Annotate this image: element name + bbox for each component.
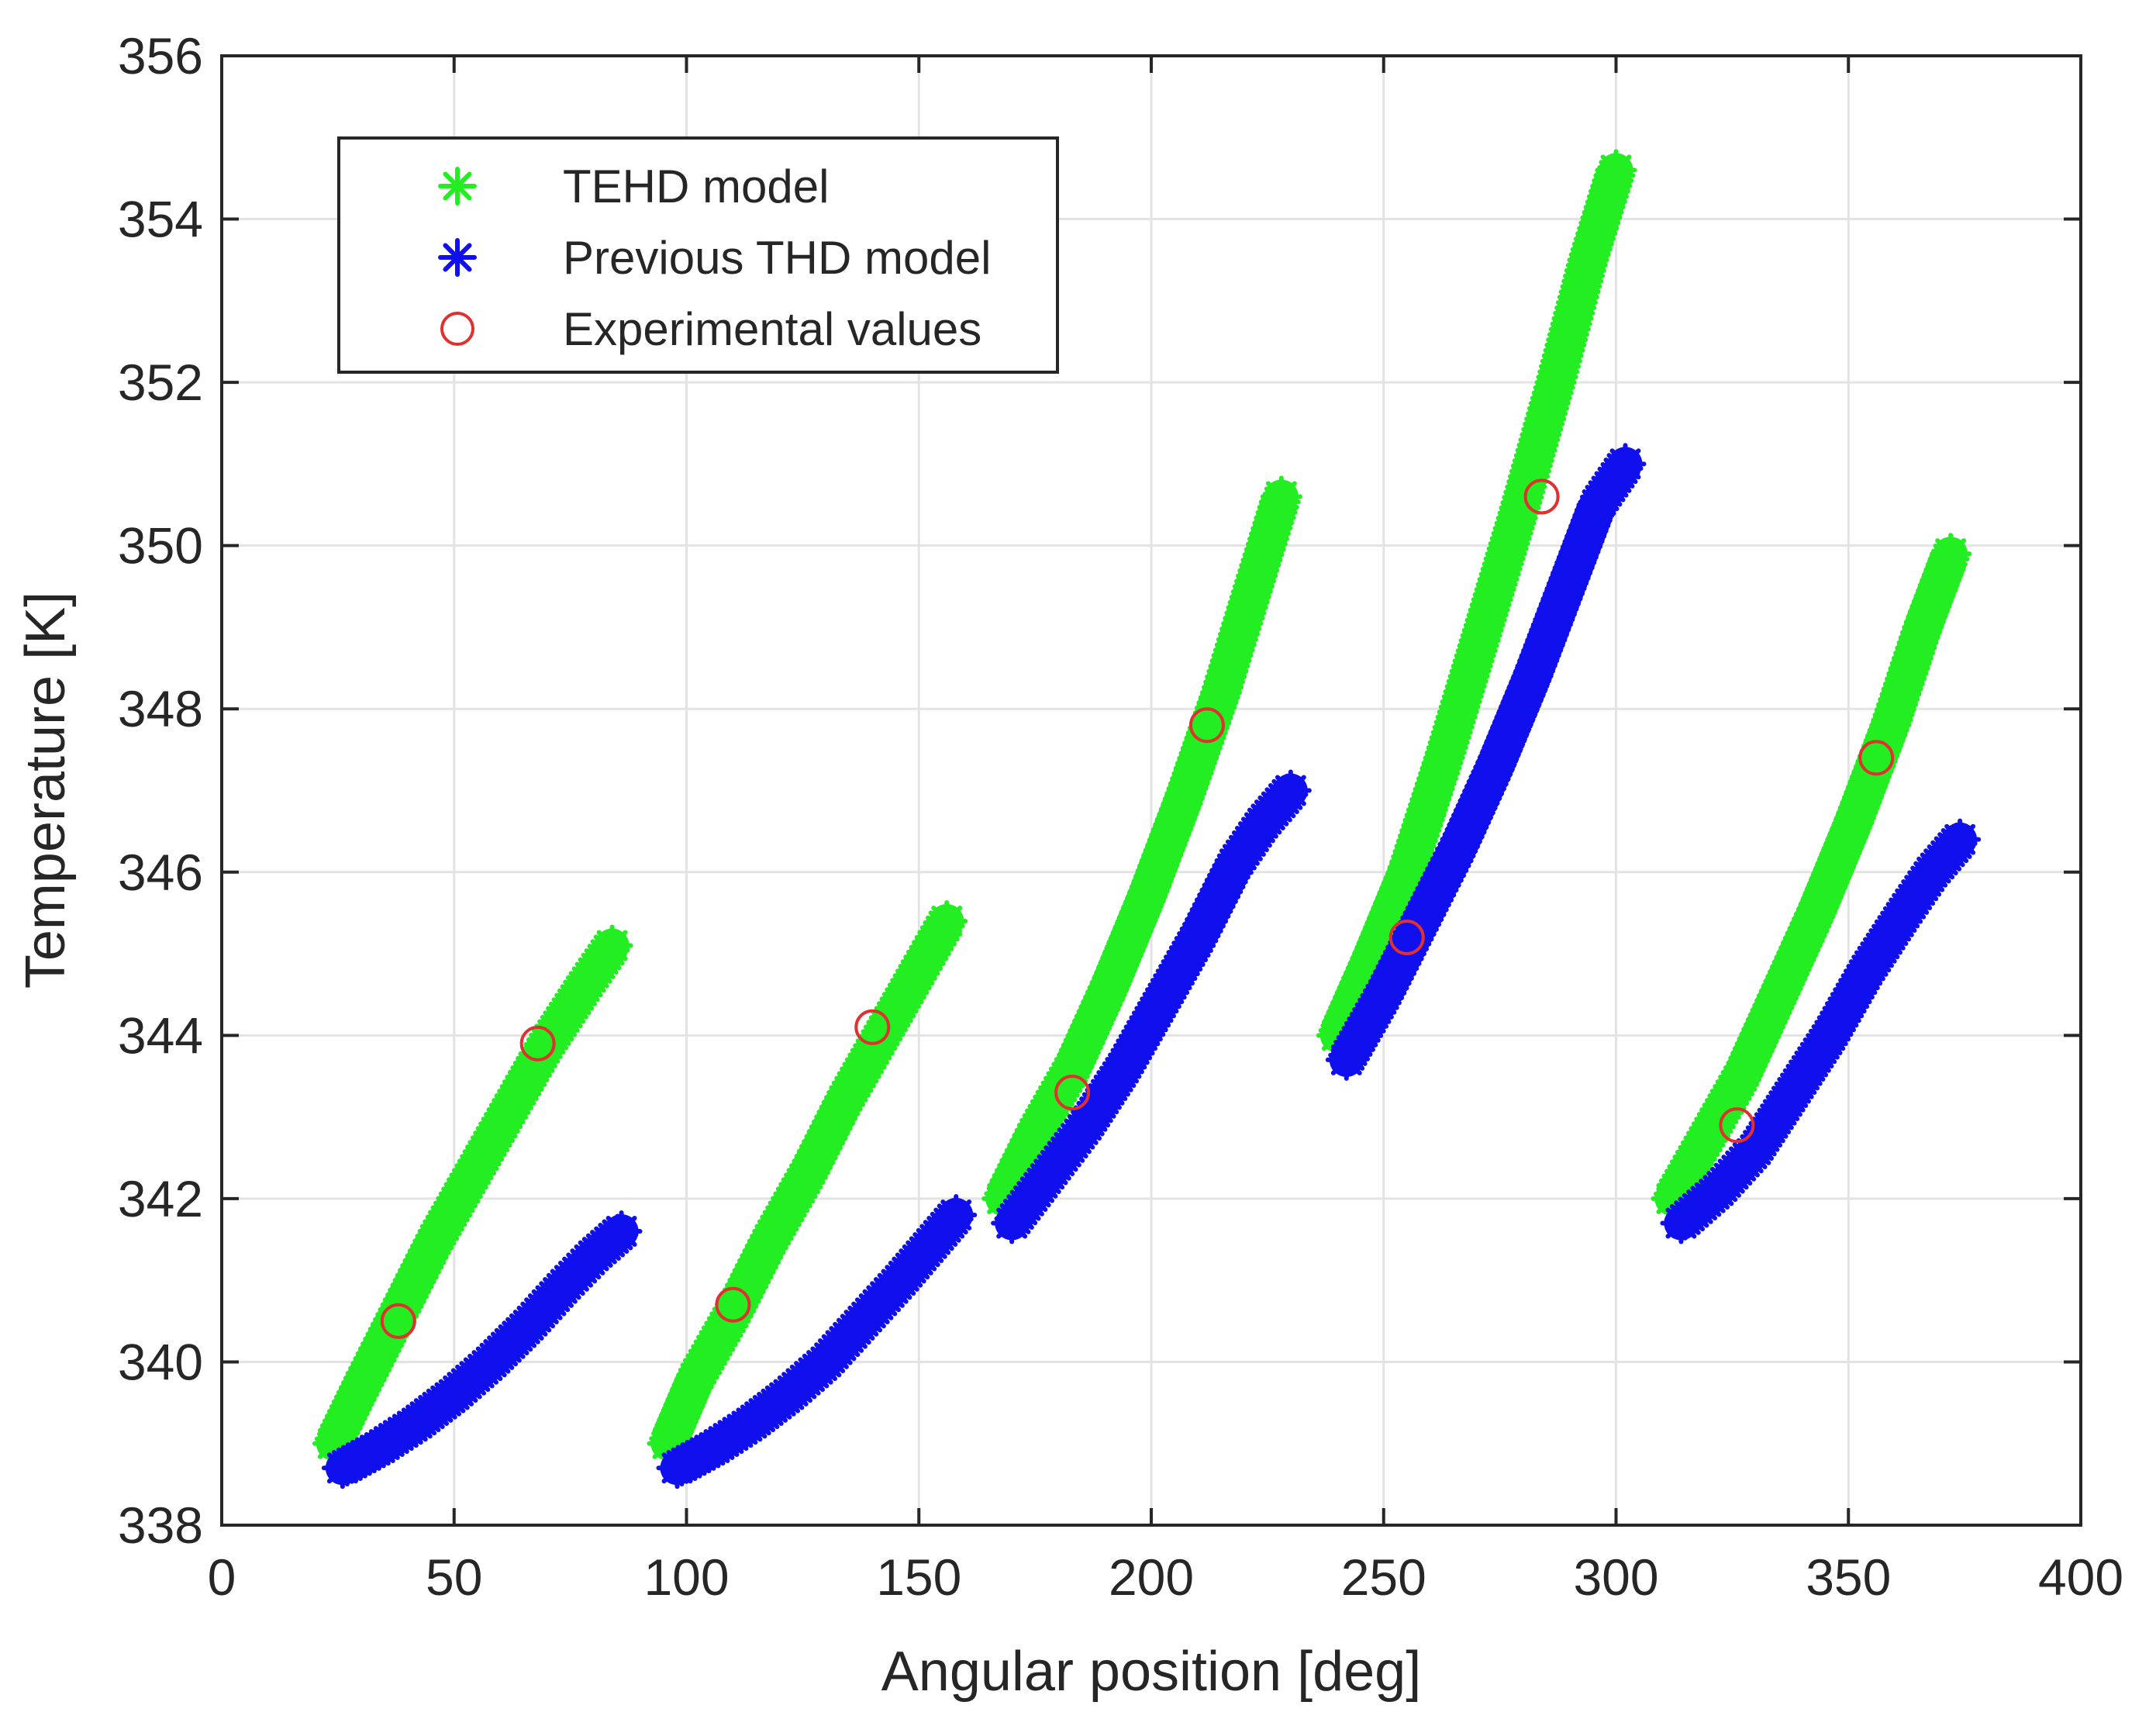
series-point [1606, 445, 1644, 482]
y-axis-label: Temperature [K] [15, 592, 77, 989]
legend: TEHD model Previous THD model Experimental… [339, 138, 1057, 372]
series-point [1272, 772, 1309, 809]
series-point [1263, 478, 1300, 516]
x-tick-label: 150 [876, 1548, 961, 1606]
series-point [937, 1196, 975, 1234]
x-tick-label: 0 [208, 1548, 236, 1606]
x-axis-label: Angular position [deg] [881, 1641, 1421, 1703]
legend-label: Experimental values [563, 303, 981, 355]
y-tick-label: 356 [118, 27, 203, 85]
y-tick-label: 354 [118, 191, 203, 248]
y-tick-label: 346 [118, 844, 203, 901]
x-tick-label: 350 [1806, 1548, 1891, 1606]
y-tick-label: 348 [118, 680, 203, 737]
series-point [928, 903, 965, 940]
series-point [1941, 821, 1978, 858]
y-tick-label: 352 [118, 354, 203, 411]
series-point [594, 927, 631, 965]
x-tick-label: 50 [426, 1548, 482, 1606]
x-tick-label: 100 [643, 1548, 729, 1606]
y-tick-label: 340 [118, 1333, 203, 1390]
series-point [603, 1213, 640, 1250]
y-tick-label: 350 [118, 517, 203, 575]
series-point [1598, 151, 1635, 188]
y-tick-label: 342 [118, 1170, 203, 1227]
x-tick-label: 300 [1573, 1548, 1658, 1606]
legend-asterisk-marker [440, 240, 474, 274]
y-tick-label: 344 [118, 1006, 203, 1064]
x-tick-label: 400 [2038, 1548, 2123, 1606]
legend-asterisk-marker [440, 169, 474, 203]
x-tick-label: 200 [1109, 1548, 1194, 1606]
legend-label: Previous THD model [563, 232, 991, 284]
x-tick-label: 250 [1341, 1548, 1426, 1606]
y-tick-label: 338 [118, 1496, 203, 1554]
legend-label: TEHD model [563, 161, 829, 212]
series-point [1932, 535, 1969, 572]
